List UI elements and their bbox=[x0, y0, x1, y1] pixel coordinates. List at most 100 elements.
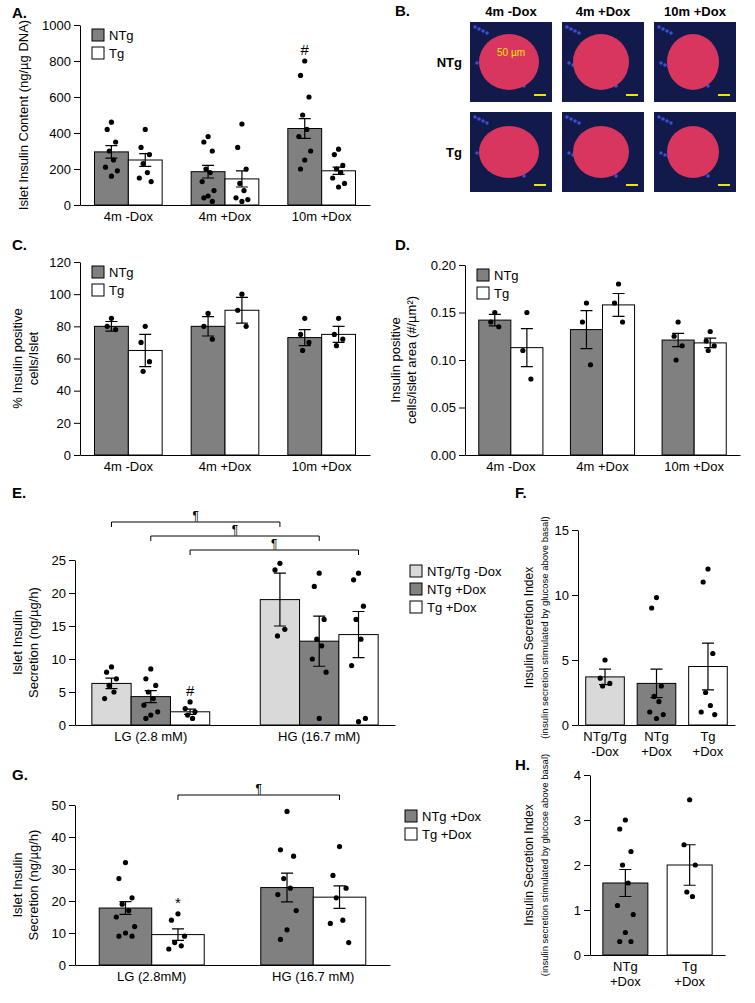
data-point bbox=[138, 340, 143, 345]
x-axis: 4m -Dox4m +Dox10m +Dox bbox=[466, 456, 741, 475]
data-point bbox=[123, 930, 128, 935]
nucleus bbox=[567, 151, 571, 155]
y-tick-label: 0 bbox=[64, 448, 71, 463]
nucleus bbox=[565, 25, 569, 29]
data-point bbox=[302, 316, 307, 321]
x-axis: LG (2.8mM)HG (16.7 mM) bbox=[76, 966, 391, 985]
y-tick-label: 60 bbox=[57, 351, 71, 366]
data-point bbox=[151, 696, 156, 701]
y-tick-label: 200 bbox=[49, 162, 71, 177]
data-point bbox=[349, 663, 354, 668]
y-tick-label: 10 bbox=[52, 652, 66, 667]
bar bbox=[225, 310, 259, 455]
nucleus bbox=[569, 117, 573, 121]
y-tick: 4 bbox=[574, 768, 590, 783]
y-tick-mark bbox=[69, 805, 75, 806]
error-bar bbox=[672, 333, 684, 346]
data-point bbox=[337, 844, 342, 849]
y-tick-mark bbox=[69, 725, 75, 726]
error-bar bbox=[684, 845, 696, 886]
y-tick-mark bbox=[69, 626, 75, 627]
data-point bbox=[332, 332, 337, 337]
data-point bbox=[340, 337, 345, 342]
x-axis-line bbox=[591, 955, 726, 956]
error-bar bbox=[580, 311, 592, 349]
islet bbox=[479, 34, 539, 90]
bar bbox=[322, 334, 356, 455]
x-tick-label: 4m -Dox bbox=[104, 209, 154, 224]
y-tick: 0.05 bbox=[431, 400, 465, 415]
y-tick: 5 bbox=[59, 685, 75, 700]
data-point bbox=[351, 577, 356, 582]
data-point bbox=[109, 316, 114, 321]
data-point bbox=[190, 716, 195, 721]
y-axis-title: % Insulin positive bbox=[10, 308, 25, 408]
data-point bbox=[314, 637, 319, 642]
nucleus bbox=[663, 63, 667, 67]
y-axis-title: Islet Insulin bbox=[10, 852, 25, 917]
y-tick: 0.00 bbox=[431, 448, 465, 463]
nucleus bbox=[657, 25, 661, 29]
nucleus bbox=[663, 153, 667, 157]
x-tick: 10m +Dox bbox=[292, 459, 352, 474]
error-bar bbox=[489, 314, 501, 325]
data-point bbox=[524, 310, 529, 315]
y-tick: 10 bbox=[52, 652, 75, 667]
data-point bbox=[284, 927, 289, 932]
y-tick-mark bbox=[584, 775, 590, 776]
micrograph bbox=[562, 22, 644, 102]
data-point bbox=[155, 709, 160, 714]
x-tick: 4m +Dox bbox=[576, 459, 629, 474]
y-axis: 01234 bbox=[574, 768, 591, 963]
scale-bar bbox=[718, 184, 730, 186]
x-axis-line bbox=[76, 965, 391, 966]
error-bar bbox=[236, 171, 248, 187]
error-bar bbox=[139, 154, 151, 167]
data-point bbox=[275, 633, 280, 638]
y-axis-title: Insulin Secretion Index bbox=[522, 804, 536, 925]
y-tick: 10 bbox=[52, 926, 75, 941]
x-tick: 4m +Dox bbox=[199, 209, 252, 224]
x-tick: Tg+Dox bbox=[674, 959, 705, 989]
error-bar bbox=[236, 297, 248, 323]
y-axis-title: Insulin Secretion Index bbox=[522, 567, 536, 688]
y-tick: 15 bbox=[555, 523, 578, 538]
micrograph bbox=[470, 112, 552, 192]
data-point bbox=[616, 281, 621, 286]
x-tick: Tg+Dox bbox=[693, 729, 724, 759]
x-tick: HG (16.7 mM) bbox=[272, 969, 354, 984]
y-tick-mark bbox=[69, 869, 75, 870]
bar bbox=[191, 326, 225, 455]
x-tick-label-line: NTg bbox=[613, 959, 638, 974]
nucleus bbox=[475, 151, 479, 155]
x-tick-label: 4m -Dox bbox=[486, 459, 536, 474]
scale-bar bbox=[626, 184, 638, 186]
annotation: # bbox=[301, 41, 310, 58]
legend-label: Tg bbox=[109, 283, 124, 298]
y-tick-mark bbox=[74, 262, 80, 263]
data-point bbox=[205, 311, 210, 316]
y-tick-mark bbox=[69, 933, 75, 934]
data-point bbox=[102, 696, 107, 701]
y-tick: 2 bbox=[574, 858, 590, 873]
x-tick: 4m -Dox bbox=[486, 459, 536, 474]
plot-area bbox=[95, 58, 356, 205]
data-point bbox=[312, 584, 317, 589]
data-point bbox=[323, 670, 328, 675]
nucleus bbox=[473, 115, 477, 119]
panel: D.0.000.050.100.150.204m -Dox4m +Dox10m … bbox=[388, 236, 741, 474]
nucleus bbox=[706, 174, 710, 178]
y-tick-mark bbox=[459, 408, 465, 409]
y-tick-mark bbox=[572, 725, 578, 726]
scale-bar bbox=[534, 94, 546, 96]
y-axis: 02004006008001000 bbox=[42, 18, 80, 213]
x-tick-label: NTg+Dox bbox=[641, 729, 672, 759]
nucleus bbox=[661, 27, 665, 31]
data-point bbox=[143, 127, 148, 132]
plot-area bbox=[479, 281, 727, 455]
bar bbox=[95, 152, 129, 205]
data-point bbox=[192, 709, 197, 714]
y-tick-label: 0 bbox=[574, 948, 581, 963]
bar bbox=[288, 129, 322, 206]
y-tick-label: 0.10 bbox=[431, 353, 456, 368]
